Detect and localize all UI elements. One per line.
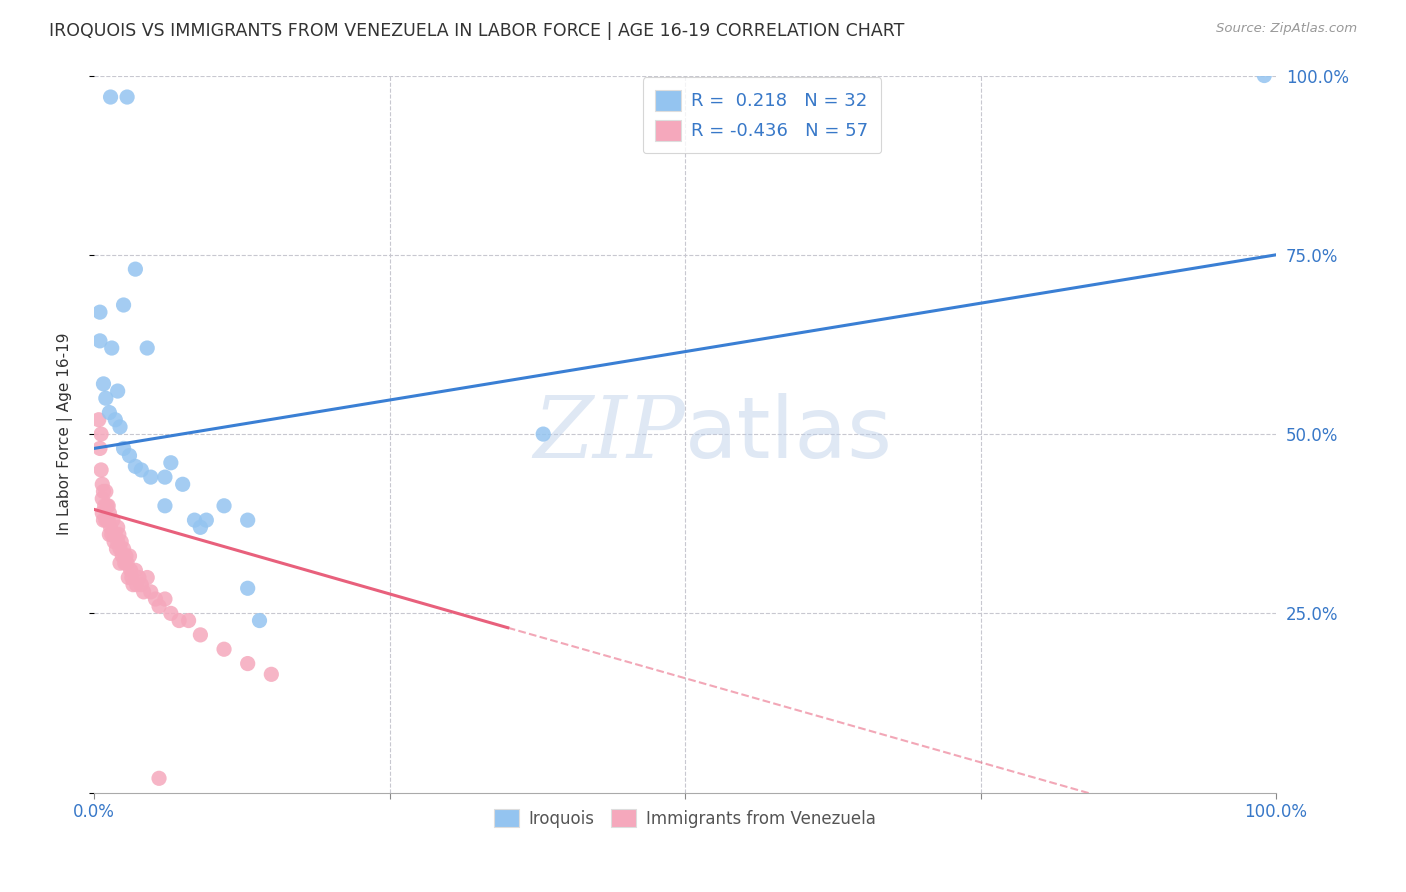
Point [121, 570, 143, 584]
Point [122, 577, 145, 591]
Point [104, 527, 127, 541]
Point [190, 628, 212, 642]
Point [90, 463, 112, 477]
Point [97, 513, 120, 527]
Point [107, 384, 129, 398]
Point [108, 541, 131, 556]
Point [90, 427, 112, 442]
Point [136, 570, 159, 584]
Point [114, 556, 136, 570]
Point [108, 527, 131, 541]
Point [112, 442, 135, 456]
Point [117, 570, 139, 584]
Point [91, 477, 114, 491]
Point [148, 599, 170, 614]
Point [160, 456, 183, 470]
Point [89, 442, 111, 456]
Point [100, 527, 122, 541]
Text: atlas: atlas [685, 392, 893, 475]
Point [91, 491, 114, 506]
Point [128, 570, 150, 584]
Point [160, 607, 183, 621]
Point [89, 334, 111, 348]
Point [115, 556, 138, 570]
Point [125, 577, 148, 591]
Point [124, 563, 146, 577]
Point [145, 592, 167, 607]
Point [120, 563, 142, 577]
Point [108, 556, 131, 570]
Point [153, 470, 176, 484]
Point [112, 541, 135, 556]
Point [87, 413, 110, 427]
Point [91, 506, 114, 520]
Text: IROQUOIS VS IMMIGRANTS FROM VENEZUELA IN LABOR FORCE | AGE 16-19 CORRELATION CHA: IROQUOIS VS IMMIGRANTS FROM VENEZUELA IN… [49, 22, 904, 40]
Point [94, 513, 117, 527]
Point [212, 499, 235, 513]
Point [93, 376, 115, 391]
Point [118, 549, 141, 563]
Point [112, 298, 135, 312]
Point [93, 484, 115, 499]
Point [98, 506, 121, 520]
Point [260, 667, 283, 681]
Point [94, 484, 117, 499]
Point [97, 499, 120, 513]
Point [107, 534, 129, 549]
Legend: Iroquois, Immigrants from Venezuela: Iroquois, Immigrants from Venezuela [486, 803, 883, 835]
Text: ZIP: ZIP [533, 392, 685, 475]
Point [236, 657, 259, 671]
Point [89, 305, 111, 319]
Y-axis label: In Labor Force | Age 16-19: In Labor Force | Age 16-19 [58, 333, 73, 535]
Point [177, 614, 200, 628]
Point [190, 520, 212, 534]
Point [236, 581, 259, 595]
Point [531, 427, 554, 442]
Point [129, 463, 152, 477]
Point [153, 592, 176, 607]
Point [124, 459, 146, 474]
Point [104, 413, 127, 427]
Point [172, 477, 194, 491]
Point [118, 449, 141, 463]
Point [111, 549, 134, 563]
Point [100, 90, 122, 104]
Point [93, 513, 115, 527]
Point [108, 420, 131, 434]
Point [98, 527, 121, 541]
Point [98, 406, 121, 420]
Point [93, 499, 115, 513]
Point [103, 534, 125, 549]
Point [101, 513, 124, 527]
Point [115, 549, 138, 563]
Point [96, 499, 118, 513]
Point [129, 577, 152, 591]
Point [183, 513, 205, 527]
Point [110, 534, 132, 549]
Point [107, 520, 129, 534]
Point [132, 585, 155, 599]
Point [100, 520, 122, 534]
Point [167, 614, 190, 628]
Point [100, 341, 122, 355]
Point [1253, 69, 1275, 83]
Text: Source: ZipAtlas.com: Source: ZipAtlas.com [1216, 22, 1357, 36]
Point [148, 772, 170, 786]
Point [236, 513, 259, 527]
Point [249, 614, 271, 628]
Point [115, 90, 138, 104]
Point [94, 391, 117, 405]
Point [139, 585, 162, 599]
Point [136, 341, 159, 355]
Point [105, 541, 128, 556]
Point [195, 513, 218, 527]
Point [212, 642, 235, 657]
Point [153, 499, 176, 513]
Point [139, 470, 162, 484]
Point [124, 262, 146, 277]
